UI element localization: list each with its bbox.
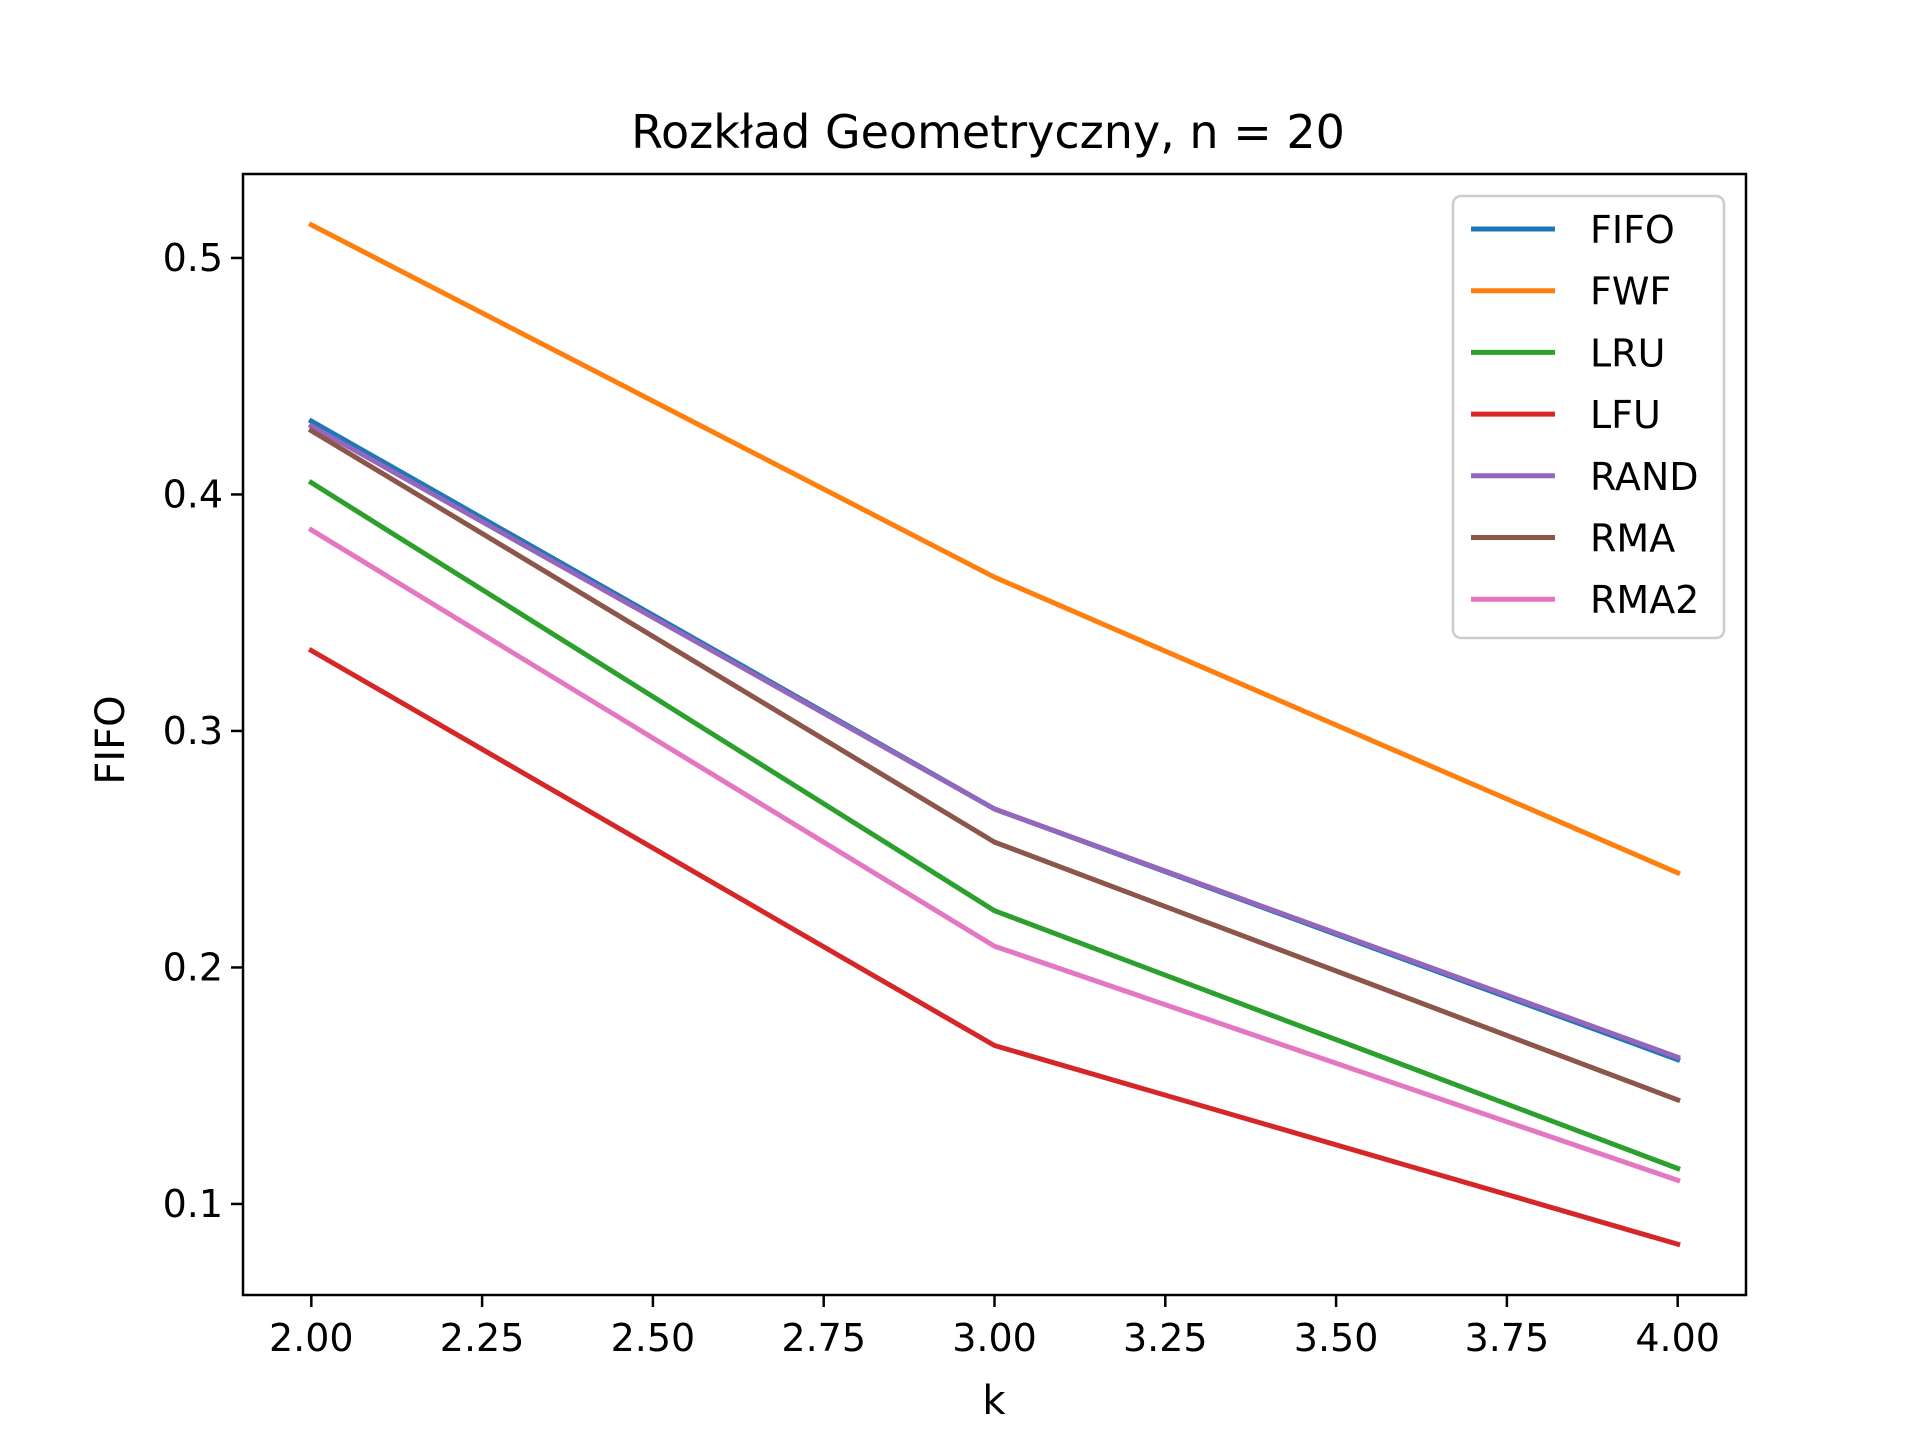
legend-label-lru: LRU — [1590, 331, 1665, 375]
legend-label-lfu: LFU — [1590, 393, 1661, 437]
x-tick-label: 4.00 — [1635, 1316, 1720, 1360]
legend-label-fwf: FWF — [1590, 270, 1671, 314]
series-layer — [307, 221, 1681, 1248]
x-tick-label: 2.25 — [440, 1316, 525, 1360]
y-tick-label: 0.4 — [163, 472, 223, 516]
x-axis-label: k — [982, 1378, 1006, 1424]
series-line-lfu — [307, 647, 1681, 1248]
series-line-lru — [307, 479, 1681, 1172]
y-tick-label: 0.1 — [163, 1182, 223, 1226]
x-tick-label: 3.75 — [1465, 1316, 1550, 1360]
y-axis-label: FIFO — [88, 695, 134, 784]
y-tick-label: 0.5 — [163, 236, 223, 280]
legend-label-fifo: FIFO — [1590, 208, 1675, 252]
legend-frame — [1451, 194, 1726, 640]
series-line-fwf — [307, 221, 1681, 877]
y-tick-label: 0.2 — [163, 945, 223, 989]
x-tick-label: 2.00 — [269, 1316, 354, 1360]
y-tick-label: 0.3 — [163, 709, 223, 753]
series-line-rma2 — [307, 526, 1681, 1184]
x-tick-label: 2.50 — [611, 1316, 696, 1360]
series-line-rma — [307, 427, 1681, 1104]
x-axis-ticks: 2.00 2.25 2.50 2.75 3.00 3.25 3.50 3.75 4.00 — [269, 1295, 1720, 1360]
x-tick-label: 2.75 — [781, 1316, 866, 1360]
legend: FIFO FWF LRU LFU RAND RMA RMA2 — [1451, 194, 1726, 640]
series-line-rand — [307, 422, 1681, 1061]
legend-label-rand: RAND — [1590, 455, 1699, 499]
legend-items: FIFO FWF LRU LFU RAND RMA RMA2 — [1471, 208, 1699, 622]
x-tick-label: 3.00 — [952, 1316, 1037, 1360]
legend-label-rma2: RMA2 — [1590, 578, 1699, 622]
plot-area — [241, 172, 1748, 1297]
legend-label-rma: RMA — [1590, 517, 1675, 561]
x-tick-label: 3.25 — [1123, 1316, 1208, 1360]
chart-title: Rozkład Geometryczny, n = 20 — [631, 105, 1345, 159]
y-axis-ticks: 0.1 0.2 0.3 0.4 0.5 — [163, 236, 243, 1226]
x-tick-label: 3.50 — [1294, 1316, 1379, 1360]
